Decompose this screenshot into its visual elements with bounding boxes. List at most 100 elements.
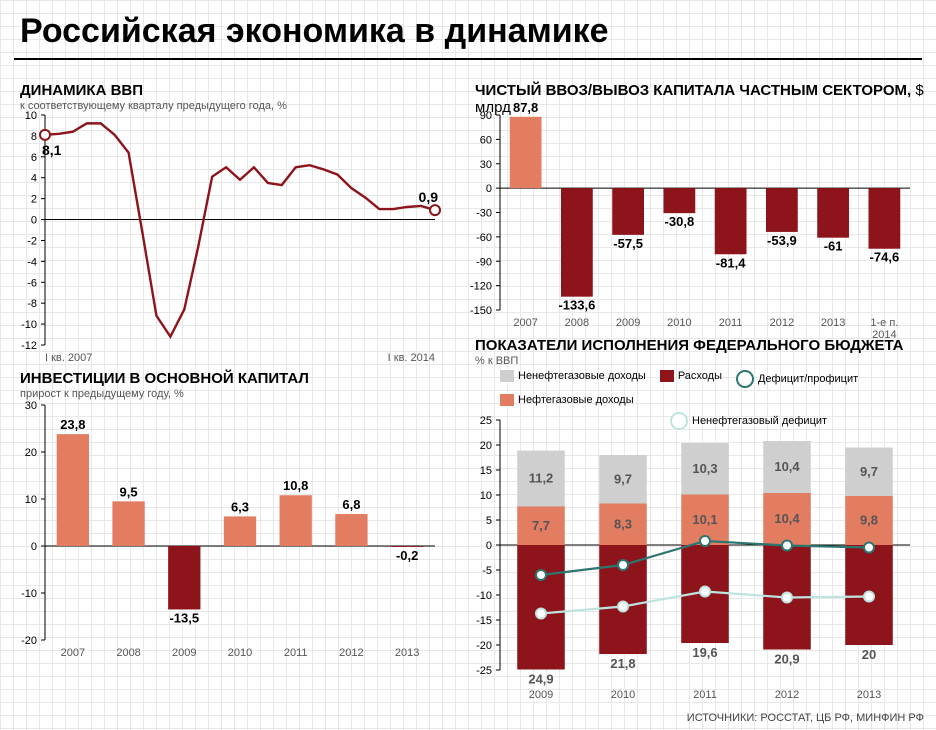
svg-text:I кв. 2007: I кв. 2007 (45, 352, 92, 364)
svg-text:2007: 2007 (513, 317, 537, 329)
svg-text:-57,5: -57,5 (613, 236, 643, 251)
svg-text:-10: -10 (21, 588, 37, 600)
svg-text:-0,2: -0,2 (396, 548, 418, 563)
svg-text:2010: 2010 (667, 317, 691, 329)
svg-text:8,1: 8,1 (42, 142, 62, 158)
svg-text:6,8: 6,8 (342, 497, 360, 512)
svg-text:10: 10 (25, 494, 37, 506)
svg-text:30: 30 (480, 159, 492, 171)
svg-text:2009: 2009 (616, 317, 640, 329)
svg-text:2013: 2013 (857, 689, 881, 701)
svg-text:2011: 2011 (719, 317, 743, 329)
svg-text:21,8: 21,8 (610, 656, 635, 671)
invest-chart: 3020100-10-2023,820079,52008-13,520096,3… (0, 395, 465, 690)
svg-text:-20: -20 (21, 635, 37, 647)
svg-text:-133,6: -133,6 (558, 298, 595, 313)
svg-text:20: 20 (480, 440, 492, 452)
svg-text:24,9: 24,9 (528, 672, 553, 687)
svg-text:2008: 2008 (565, 317, 589, 329)
svg-text:-60: -60 (476, 232, 492, 244)
svg-text:-8: -8 (27, 298, 37, 310)
source-line: ИСТОЧНИКИ: РОССТАТ, ЦБ РФ, МИНФИН РФ (687, 712, 924, 724)
svg-text:2010: 2010 (611, 689, 635, 701)
svg-text:87,8: 87,8 (513, 100, 538, 115)
svg-text:-6: -6 (27, 277, 37, 289)
svg-text:9,7: 9,7 (860, 464, 878, 479)
svg-text:0: 0 (31, 541, 37, 553)
svg-text:-81,4: -81,4 (716, 255, 746, 270)
svg-text:2007: 2007 (61, 647, 85, 659)
svg-text:10,3: 10,3 (692, 461, 717, 476)
svg-text:2011: 2011 (284, 647, 308, 659)
svg-text:8,3: 8,3 (614, 516, 632, 531)
svg-text:-20: -20 (476, 640, 492, 652)
svg-text:20: 20 (862, 647, 876, 662)
svg-text:19,6: 19,6 (692, 645, 717, 660)
svg-text:-10: -10 (476, 590, 492, 602)
svg-text:2013: 2013 (821, 317, 845, 329)
svg-text:9,7: 9,7 (614, 471, 632, 486)
svg-text:20: 20 (25, 447, 37, 459)
svg-text:6,3: 6,3 (231, 499, 249, 514)
invest-title: ИНВЕСТИЦИИ В ОСНОВНОЙ КАПИТАЛ (20, 370, 309, 387)
svg-text:20,9: 20,9 (774, 652, 799, 667)
svg-text:2013: 2013 (395, 647, 419, 659)
svg-text:0: 0 (486, 540, 492, 552)
svg-text:0: 0 (486, 183, 492, 195)
svg-text:-53,9: -53,9 (767, 233, 797, 248)
svg-text:2010: 2010 (228, 647, 252, 659)
svg-text:-30,8: -30,8 (665, 214, 695, 229)
svg-text:60: 60 (480, 134, 492, 146)
svg-text:-90: -90 (476, 256, 492, 268)
page-title: Российская экономика в динамике (20, 12, 609, 51)
svg-text:0: 0 (31, 215, 37, 227)
svg-text:1-е п.: 1-е п. (870, 317, 898, 329)
svg-text:2009: 2009 (529, 689, 553, 701)
svg-text:10: 10 (25, 110, 37, 122)
svg-text:2008: 2008 (116, 647, 140, 659)
svg-text:-13,5: -13,5 (169, 610, 199, 625)
svg-text:10,1: 10,1 (692, 512, 717, 527)
capital-chart: 9060300-30-60-90-120-15087,82007-133,620… (450, 105, 936, 360)
svg-text:10,4: 10,4 (774, 459, 800, 474)
svg-text:8: 8 (31, 131, 37, 143)
svg-text:-30: -30 (476, 208, 492, 220)
title-rule (14, 58, 922, 60)
budget-chart: 2520151050-5-10-15-20-2511,27,724,920099… (450, 410, 936, 720)
svg-text:-74,6: -74,6 (870, 250, 900, 265)
svg-text:-25: -25 (476, 665, 492, 677)
gdp-title: ДИНАМИКА ВВП (20, 82, 143, 99)
svg-text:-61: -61 (824, 239, 843, 254)
svg-text:-12: -12 (21, 340, 37, 352)
svg-text:25: 25 (480, 415, 492, 427)
svg-text:2012: 2012 (339, 647, 363, 659)
svg-text:9,5: 9,5 (120, 484, 138, 499)
svg-text:2012: 2012 (770, 317, 794, 329)
svg-text:2: 2 (31, 194, 37, 206)
capital-title-text: ЧИСТЫЙ ВВОЗ/ВЫВОЗ КАПИТАЛА ЧАСТНЫМ СЕКТО… (475, 82, 911, 99)
svg-text:15: 15 (480, 465, 492, 477)
svg-text:-150: -150 (470, 305, 492, 317)
svg-text:9,8: 9,8 (860, 513, 878, 528)
budget-title: ПОКАЗАТЕЛИ ИСПОЛНЕНИЯ ФЕДЕРАЛЬНОГО БЮДЖЕ… (475, 337, 904, 354)
gdp-chart: 1086420-2-4-6-8-10-128,10,9I кв. 2007I к… (0, 105, 465, 395)
svg-text:-2: -2 (27, 235, 37, 247)
svg-text:-5: -5 (482, 565, 492, 577)
svg-text:23,8: 23,8 (60, 417, 85, 432)
svg-text:11,2: 11,2 (529, 471, 554, 486)
svg-text:-120: -120 (470, 281, 492, 293)
svg-text:4: 4 (31, 173, 37, 185)
svg-text:2011: 2011 (693, 689, 717, 701)
svg-text:2009: 2009 (172, 647, 196, 659)
budget-subtitle: % к ВВП (475, 355, 518, 367)
svg-text:I кв. 2014: I кв. 2014 (388, 352, 435, 364)
svg-text:30: 30 (25, 400, 37, 412)
svg-text:-15: -15 (476, 615, 492, 627)
svg-text:0,9: 0,9 (419, 189, 439, 205)
svg-text:5: 5 (486, 515, 492, 527)
svg-text:10,4: 10,4 (774, 511, 800, 526)
svg-text:6: 6 (31, 152, 37, 164)
svg-text:2012: 2012 (775, 689, 799, 701)
svg-text:-4: -4 (27, 256, 37, 268)
svg-text:10,8: 10,8 (283, 478, 308, 493)
